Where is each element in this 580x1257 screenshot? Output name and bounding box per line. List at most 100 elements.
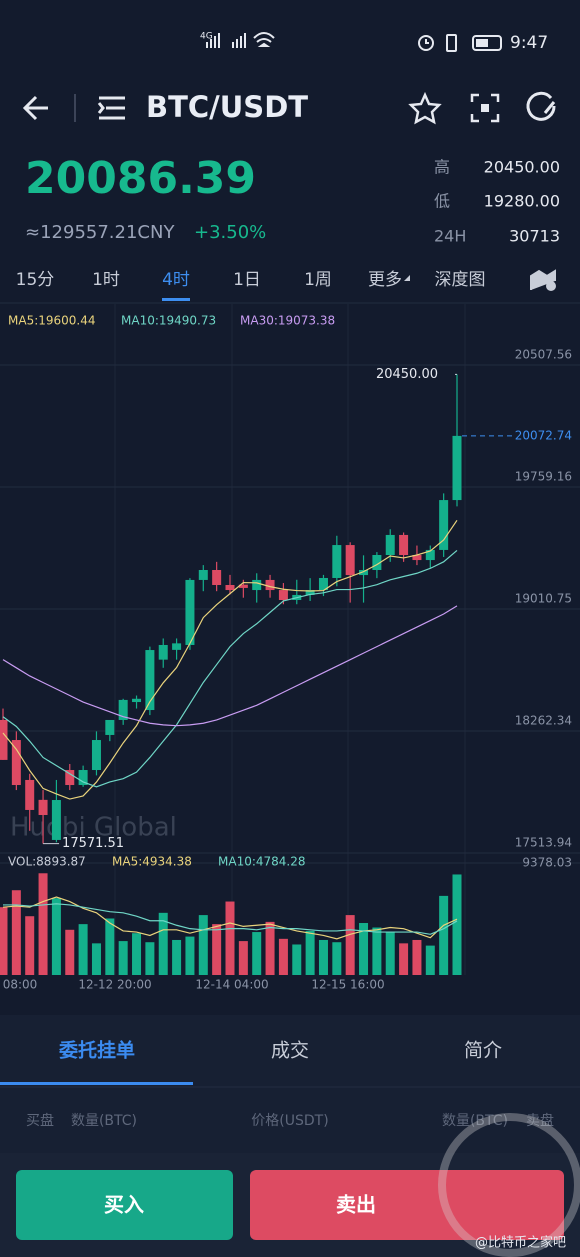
interval-tab[interactable]: 4时 <box>162 270 190 290</box>
watermark-seal <box>438 1113 580 1257</box>
ma-legend: MA10:19490.73 <box>121 314 216 328</box>
high-label: 20450.00 <box>376 367 438 382</box>
volume-bar <box>65 929 75 975</box>
interval-tab[interactable]: 1周 <box>304 270 332 290</box>
interval-tab[interactable]: 15分 <box>16 270 55 290</box>
volume-bar <box>359 923 369 975</box>
change: +3.50% <box>194 222 266 243</box>
candle-body <box>252 579 262 591</box>
watermark: Huobi Global <box>10 813 177 843</box>
candle-body <box>412 555 422 561</box>
interval-tabs: 15分 1时 4时 1日 1周 更多 深度图 <box>16 270 486 301</box>
candle-body <box>91 740 101 771</box>
pair-title: BTC/USDT <box>146 90 308 124</box>
order-tab[interactable]: 成交 <box>271 1040 309 1062</box>
buy-button[interactable] <box>16 1170 233 1240</box>
column-header: 买盘 <box>26 1112 54 1129</box>
volume-bar <box>425 945 435 975</box>
back-button[interactable] <box>22 95 48 121</box>
sell-label: 卖出 <box>336 1193 376 1217</box>
system-icons <box>418 34 502 52</box>
volume-bar <box>399 943 409 975</box>
y-tick-label: 19759.16 <box>515 469 572 483</box>
settings-button[interactable] <box>530 269 556 291</box>
candle-body <box>425 549 435 561</box>
signal-icons <box>206 32 275 48</box>
candle-body <box>185 579 195 645</box>
interval-tab[interactable]: 深度图 <box>435 270 486 290</box>
volume-bar <box>385 932 395 975</box>
active-underline <box>0 1082 193 1085</box>
more-arrow <box>404 275 410 281</box>
ma-legend: MA5:19600.44 <box>8 314 96 328</box>
interval-tab[interactable]: 1时 <box>92 270 120 290</box>
y-tick-label: 20507.56 <box>515 348 572 362</box>
volume-bar <box>212 924 222 975</box>
column-header: 价格(USDT) <box>251 1113 328 1129</box>
network-label: 4G <box>200 32 213 42</box>
stat-label: 高 <box>434 158 450 177</box>
menu-button[interactable] <box>97 96 125 120</box>
candle-body <box>399 534 409 556</box>
candle-body <box>332 545 342 578</box>
volume-bar <box>78 924 88 975</box>
candle-body <box>105 719 115 735</box>
volume-bar <box>318 939 328 975</box>
interval-tab[interactable]: 更多 <box>368 270 402 290</box>
volume-bar <box>238 941 248 975</box>
order-columns: 买盘 数量(BTC) 价格(USDT) 数量(BTC) 卖盘 <box>26 1112 554 1129</box>
candle-body <box>118 699 128 720</box>
volume-bar <box>252 932 262 975</box>
vol-legend: VOL:8893.87 <box>8 855 86 869</box>
y-tick-label: 18262.34 <box>515 714 572 728</box>
ma10-line <box>2 549 458 788</box>
candle-body <box>238 584 248 588</box>
candle-body <box>25 779 35 810</box>
favorite-button[interactable] <box>408 91 442 125</box>
vol-legend: MA5:4934.38 <box>112 855 192 869</box>
candle-body <box>212 569 222 585</box>
stat-label: 低 <box>434 192 450 211</box>
volume-bar <box>132 933 142 975</box>
column-header: 卖盘 <box>526 1112 554 1129</box>
order-tab[interactable]: 委托挂单 <box>58 1039 135 1062</box>
clock: 9:47 <box>510 33 548 53</box>
refresh-button[interactable] <box>526 91 556 121</box>
ma5-line <box>2 519 458 800</box>
column-header: 数量(BTC) <box>71 1113 137 1129</box>
candle-body <box>265 579 275 591</box>
volume-bar <box>38 873 48 975</box>
last-price: 20086.39 <box>25 153 256 204</box>
interval-tab[interactable]: 1日 <box>233 270 261 290</box>
candle-body <box>318 577 328 591</box>
sell-button[interactable] <box>250 1170 564 1240</box>
footer-watermark: @比特币之家吧 <box>475 1235 566 1251</box>
candle-body <box>305 590 315 595</box>
candle-body <box>452 435 462 501</box>
candle-body <box>225 584 235 591</box>
candle-body <box>172 643 182 650</box>
volume-bar <box>278 938 288 975</box>
x-tick-label: 08:00 <box>3 978 38 992</box>
volume-bar <box>225 901 235 975</box>
candle-body <box>38 799 48 816</box>
order-tab[interactable]: 简介 <box>464 1040 502 1062</box>
volume-bar <box>292 944 302 975</box>
volume-bar <box>11 890 21 975</box>
cny-price: ≈129557.21CNY <box>25 222 175 243</box>
volume-bar <box>412 939 422 975</box>
volume-bar <box>91 943 101 975</box>
volume-bar <box>332 942 342 975</box>
ma30-line <box>2 605 458 727</box>
stats: 高 20450.00 低 19280.00 24H 30713 <box>434 158 560 246</box>
volume-bar <box>265 921 275 975</box>
last-price-tag: 20072.74 <box>515 428 572 442</box>
scan-button[interactable] <box>470 93 500 123</box>
volume-bar <box>25 916 35 975</box>
candle-body <box>198 569 208 580</box>
volume-bar <box>0 907 8 975</box>
stat-label: 24H <box>434 227 466 246</box>
y-tick-label: 17513.94 <box>515 836 572 850</box>
vol-tick-label: 9378.03 <box>522 856 572 870</box>
x-tick-label: 12-14 04:00 <box>195 978 268 992</box>
